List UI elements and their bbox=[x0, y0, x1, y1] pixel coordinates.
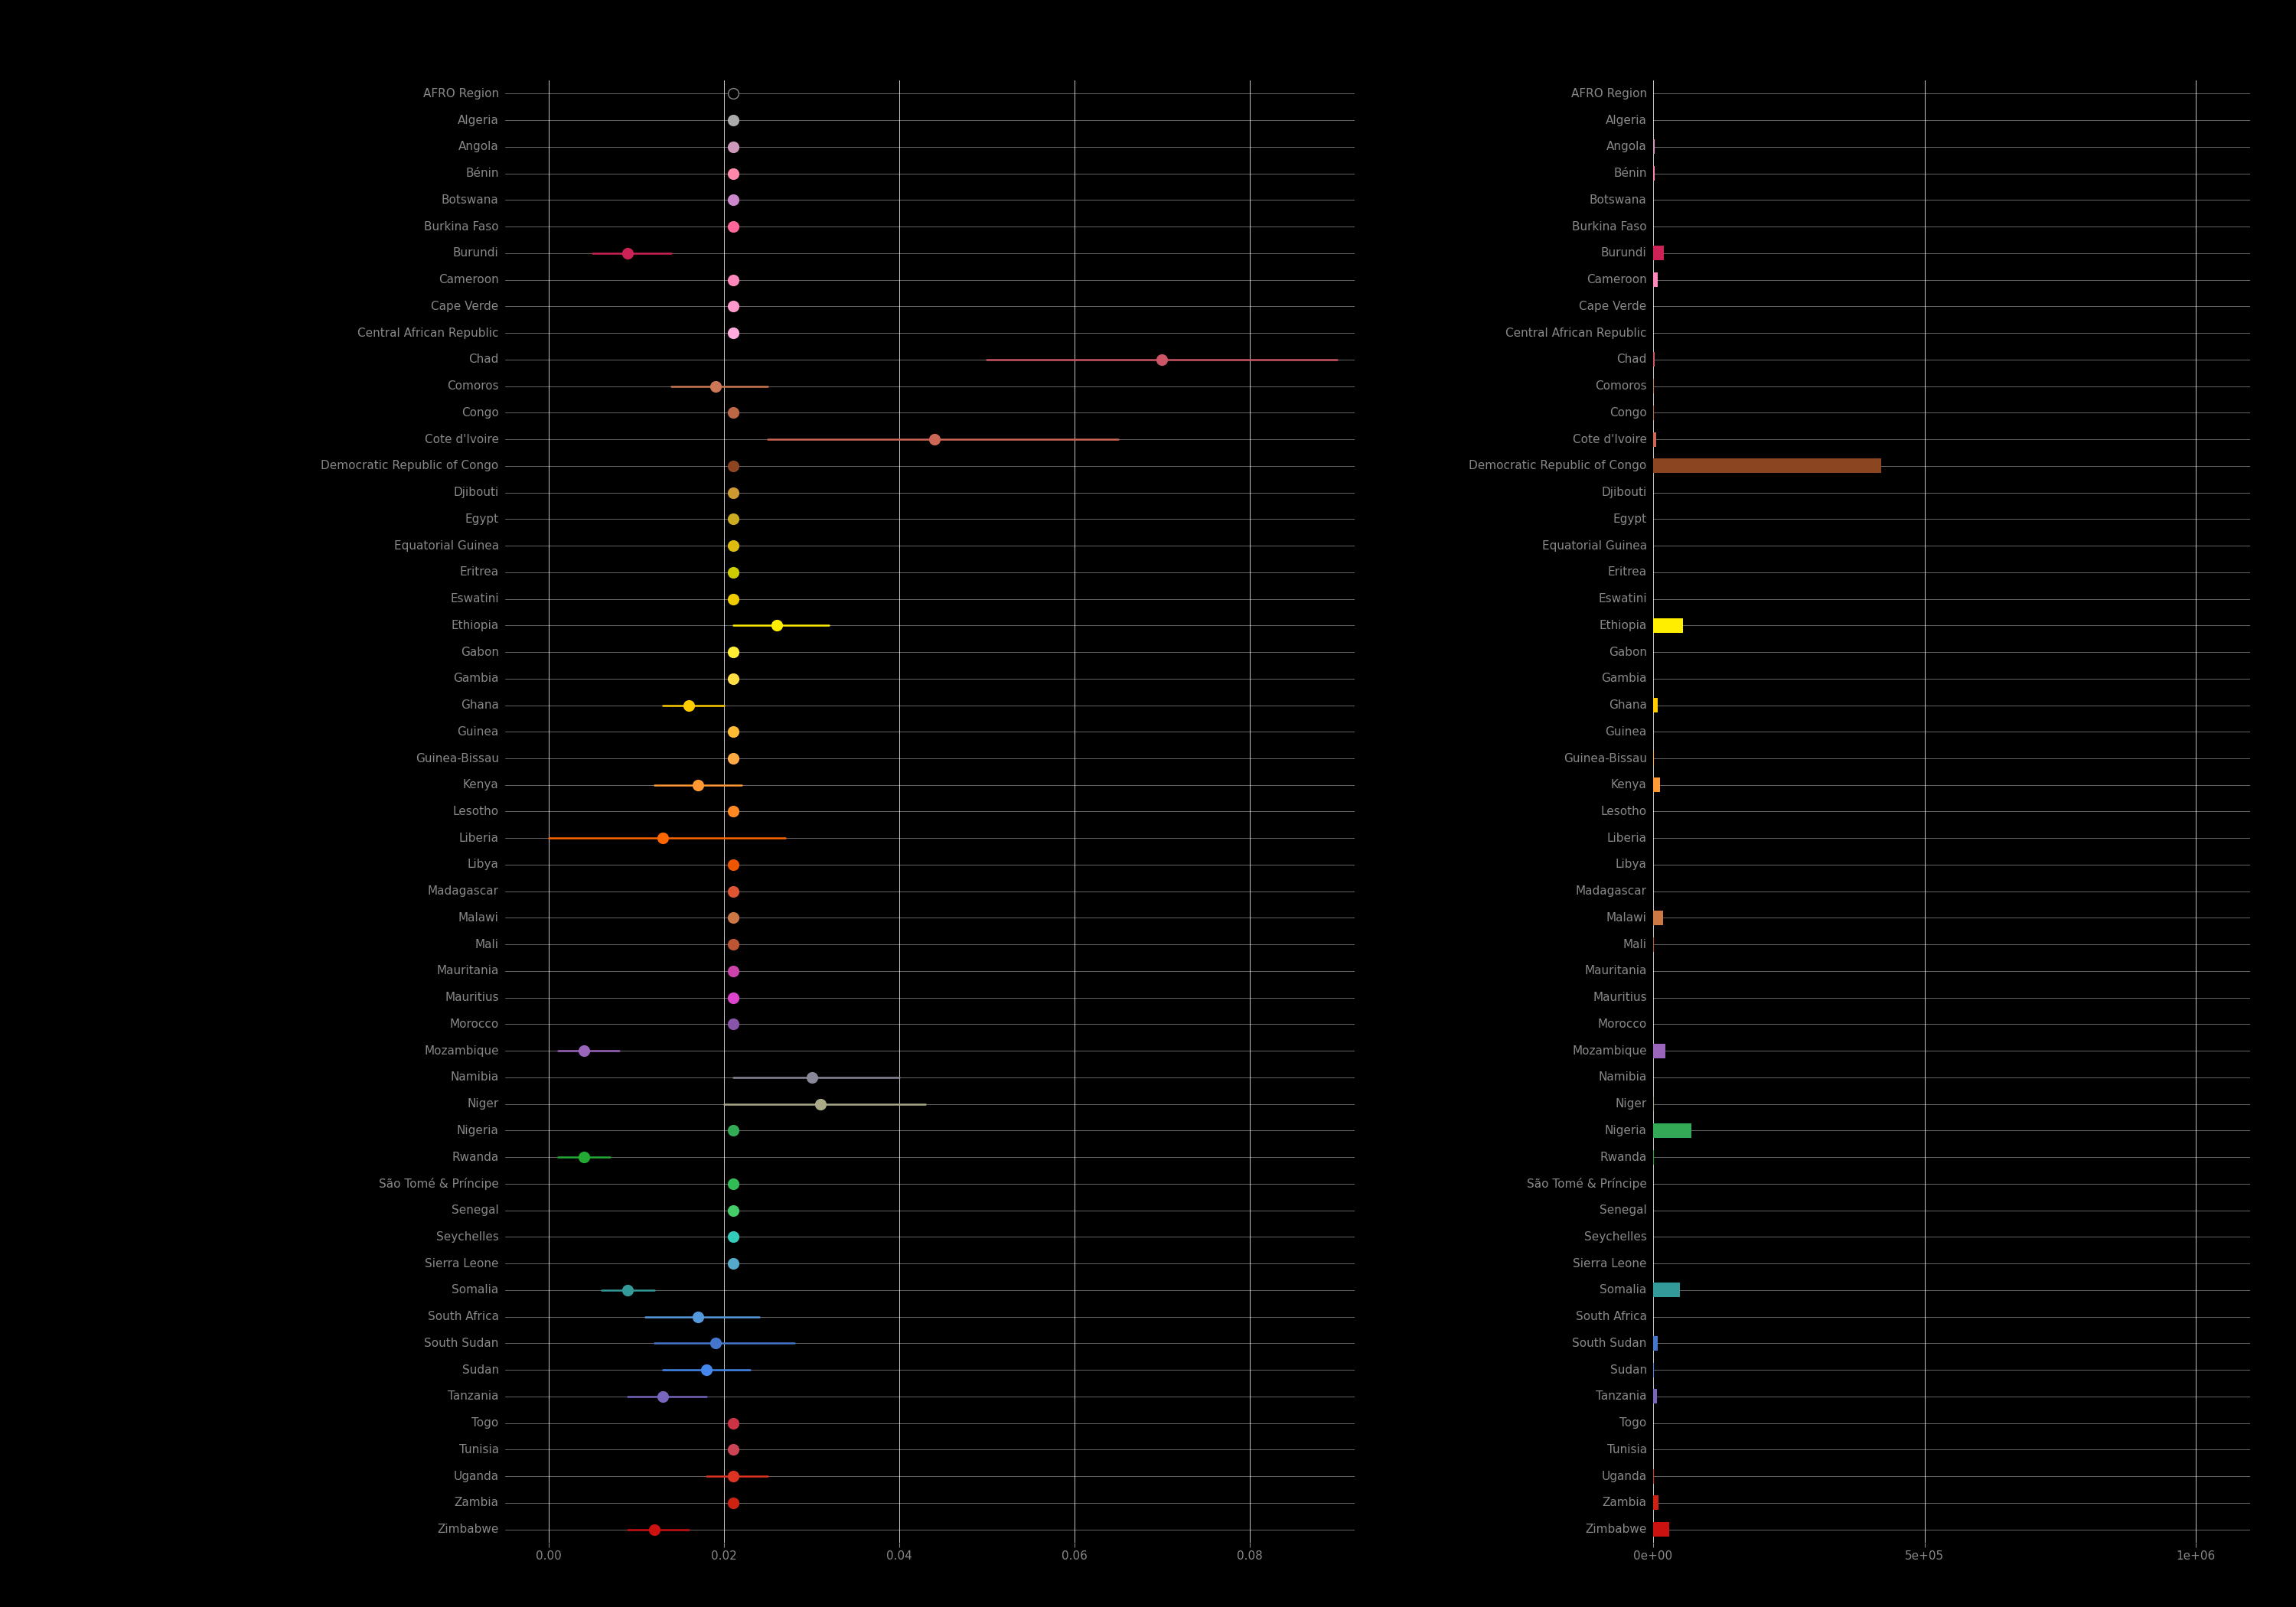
Point bbox=[670, 693, 707, 718]
Point bbox=[714, 479, 751, 505]
Point bbox=[636, 1517, 673, 1543]
Point bbox=[689, 1356, 726, 1382]
Bar bbox=[1653, 246, 1665, 260]
Point bbox=[698, 373, 735, 399]
Bar bbox=[1653, 778, 1660, 792]
Point bbox=[758, 612, 794, 638]
Bar bbox=[1653, 1496, 1658, 1511]
Point bbox=[714, 640, 751, 665]
Point bbox=[714, 186, 751, 212]
Bar bbox=[1653, 697, 1658, 712]
Point bbox=[714, 587, 751, 612]
Bar bbox=[1653, 1043, 1665, 1057]
Point bbox=[714, 506, 751, 532]
Point bbox=[714, 718, 751, 744]
Point bbox=[680, 771, 716, 797]
Point bbox=[714, 320, 751, 346]
Point bbox=[714, 1411, 751, 1437]
Point bbox=[714, 453, 751, 479]
Point bbox=[714, 1118, 751, 1144]
Point bbox=[714, 879, 751, 905]
Point bbox=[714, 80, 751, 106]
Point bbox=[714, 905, 751, 930]
Point bbox=[714, 665, 751, 691]
Bar bbox=[1653, 273, 1658, 288]
Point bbox=[714, 161, 751, 186]
Point bbox=[714, 133, 751, 159]
Bar bbox=[1653, 1335, 1658, 1350]
Point bbox=[565, 1144, 602, 1170]
Point bbox=[565, 1038, 602, 1064]
Point bbox=[645, 1384, 682, 1409]
Point bbox=[698, 1331, 735, 1356]
Point bbox=[608, 1278, 645, 1303]
Point bbox=[714, 534, 751, 559]
Point bbox=[714, 1464, 751, 1490]
Point bbox=[714, 1250, 751, 1276]
Bar bbox=[1653, 911, 1662, 926]
Point bbox=[1143, 347, 1180, 373]
Point bbox=[714, 267, 751, 292]
Point bbox=[680, 1303, 716, 1329]
Point bbox=[714, 1225, 751, 1250]
Point bbox=[714, 1172, 751, 1197]
Bar bbox=[1653, 1522, 1669, 1536]
Point bbox=[714, 214, 751, 239]
Point bbox=[608, 241, 645, 267]
Bar bbox=[1653, 619, 1683, 633]
Bar bbox=[1653, 458, 1880, 472]
Point bbox=[714, 958, 751, 983]
Point bbox=[714, 985, 751, 1011]
Point bbox=[714, 294, 751, 320]
Point bbox=[645, 826, 682, 852]
Bar bbox=[1653, 432, 1655, 447]
Point bbox=[714, 1197, 751, 1223]
Point bbox=[714, 80, 751, 106]
Point bbox=[794, 1064, 831, 1090]
Bar bbox=[1653, 1123, 1692, 1138]
Bar bbox=[1653, 1282, 1681, 1297]
Point bbox=[714, 108, 751, 133]
Point bbox=[714, 1011, 751, 1037]
Point bbox=[714, 932, 751, 958]
Point bbox=[801, 1091, 838, 1117]
Point bbox=[714, 559, 751, 585]
Point bbox=[714, 852, 751, 877]
Point bbox=[714, 746, 751, 771]
Point bbox=[714, 799, 751, 824]
Point bbox=[714, 1490, 751, 1515]
Point bbox=[916, 426, 953, 452]
Point bbox=[714, 1437, 751, 1462]
Point bbox=[714, 400, 751, 426]
Bar bbox=[1653, 1388, 1658, 1405]
